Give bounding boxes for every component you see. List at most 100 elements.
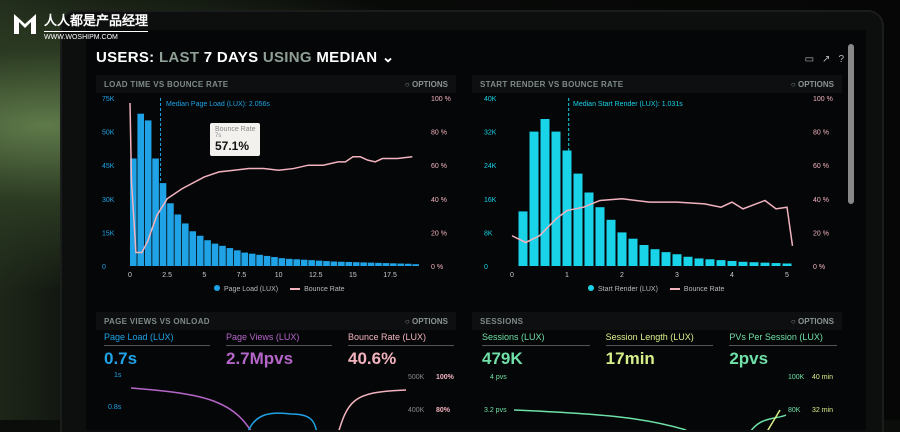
x-tick: 0 — [510, 272, 514, 279]
histogram-bar — [412, 264, 419, 266]
panel-title: PAGE VIEWS VS ONLOAD — [104, 316, 210, 326]
panel-title: LOAD TIME VS BOUNCE RATE — [104, 79, 229, 89]
histogram-bar — [219, 245, 226, 266]
x-tick: 2.5 — [162, 272, 172, 279]
histogram-bar — [144, 120, 152, 267]
toolbar: ▭ ↗ ? — [805, 54, 844, 65]
histogram-bar — [293, 259, 301, 266]
histogram-bar — [738, 261, 748, 266]
watermark-logo: 人人都是产品经理 WWW.WOSHIPM.COM — [12, 10, 149, 41]
bounce-rate-curve — [338, 389, 407, 430]
histogram-bar — [174, 214, 182, 266]
tick-label: 40 min — [812, 374, 834, 381]
histogram-bar — [672, 254, 682, 266]
bounce-rate-line — [129, 103, 413, 254]
y-tick-right: 40 % — [813, 197, 829, 204]
dashboard-title[interactable]: USERS: LAST 7 DAYS USING MEDIAN ⌄ — [96, 48, 395, 66]
y-tick-right: 80 % — [813, 130, 829, 137]
options-button[interactable]: ○ OPTIONS — [790, 79, 834, 89]
histogram-bar — [308, 260, 315, 266]
panel-title: SESSIONS — [480, 316, 524, 326]
y-tick-right: 0 % — [431, 264, 443, 271]
panel-header-render: START RENDER VS BOUNCE RATE ○ OPTIONS — [472, 75, 842, 93]
histogram-bar — [278, 258, 286, 266]
share-icon[interactable]: ↗ — [822, 54, 831, 65]
y-tick-left: 0 — [102, 264, 106, 271]
histogram-bar — [204, 240, 211, 266]
monitor-icon[interactable]: ▭ — [804, 54, 815, 65]
tick-label: 80K — [788, 407, 801, 414]
stat-label: Page Views (LUX) — [226, 332, 300, 342]
histogram-bar — [694, 258, 704, 266]
histogram-bar — [727, 260, 737, 266]
y-tick-right: 100 % — [813, 96, 833, 103]
tooltip: Bounce Rate 7s 57.1% — [210, 123, 261, 156]
x-tick: 4 — [730, 272, 734, 279]
histogram-bar — [271, 257, 278, 266]
scrollbar[interactable] — [848, 44, 854, 204]
options-button[interactable]: ○ OPTIONS — [404, 316, 448, 326]
options-button[interactable]: ○ OPTIONS — [404, 79, 448, 89]
histogram-bar — [397, 263, 405, 266]
legend-label: Start Render (LUX) — [598, 286, 658, 293]
x-tick: 12.5 — [309, 272, 323, 279]
y-tick-left: 30K — [102, 197, 115, 204]
x-tick: 2 — [620, 272, 624, 279]
y-tick-left: 75K — [102, 96, 115, 103]
histogram-bar — [196, 235, 204, 266]
tick-label: 400K — [408, 407, 425, 414]
stat-value: 40.6% — [348, 349, 397, 368]
histogram-bar — [226, 248, 234, 266]
histogram-bar — [323, 261, 330, 266]
chevron-down-icon[interactable]: ⌄ — [381, 49, 395, 66]
tooltip-x: 7s — [215, 133, 222, 139]
options-button[interactable]: ○ OPTIONS — [790, 316, 834, 326]
stat-label: Sessions (LUX) — [482, 332, 545, 342]
histogram-bar — [760, 262, 770, 266]
histogram-bar — [300, 259, 308, 266]
pvs-curve — [750, 414, 787, 430]
histogram-bar — [167, 203, 174, 266]
tick-label: 0.8s — [108, 404, 122, 411]
tick-label: 1s — [114, 372, 122, 379]
y-tick-right: 20 % — [813, 230, 829, 237]
x-tick: 3 — [675, 272, 679, 279]
tick-label: 3.2 pvs — [484, 407, 507, 414]
x-tick: 5 — [785, 272, 789, 279]
stat-label: PVs Per Session (LUX) — [729, 332, 823, 342]
median-label: Median Page Load (LUX): 2.056s — [166, 101, 270, 108]
histogram-bar — [749, 262, 759, 266]
stat-page-views: Page Views (LUX) 2.7Mpvs — [226, 332, 332, 369]
y-tick-right: 60 % — [813, 163, 829, 170]
legend-label: Bounce Rate — [304, 285, 345, 293]
bounce-rate-line — [511, 198, 794, 246]
legend-bars: Start Render (LUX) — [588, 285, 658, 293]
histogram-bar — [595, 207, 605, 266]
histogram-bar — [189, 231, 197, 266]
stat-sessions: Sessions (LUX) 479K — [482, 332, 590, 369]
logo-icon — [14, 14, 36, 34]
histogram-bar — [661, 252, 671, 266]
y-tick-right: 40 % — [431, 197, 447, 204]
watermark-url: WWW.WOSHIPM.COM — [44, 34, 118, 41]
pv-stats: Page Load (LUX) 0.7s Page Views (LUX) 2.7M… — [104, 332, 454, 369]
title-using: USING — [262, 49, 312, 66]
y-tick-left: 0 — [484, 264, 488, 271]
tooltip-value: 57.1% — [215, 139, 250, 153]
histogram-bar — [248, 253, 256, 266]
y-tick-left: 15K — [102, 230, 115, 237]
stat-pvs-per-session: PVs Per Session (LUX) 2pvs — [729, 332, 838, 369]
tick-label: 100% — [436, 374, 454, 381]
histogram-bar — [518, 211, 528, 266]
help-icon[interactable]: ? — [838, 54, 844, 65]
histogram-bar — [551, 131, 561, 266]
stat-session-length: Session Length (LUX) 17min — [605, 332, 714, 369]
stat-label: Session Length (LUX) — [605, 332, 694, 342]
y-tick-left: 16K — [484, 197, 497, 204]
y-tick-right: 100 % — [431, 96, 451, 103]
legend-line: Bounce Rate — [669, 286, 724, 293]
histogram-bar — [562, 150, 572, 266]
tick-label: 100K — [788, 374, 805, 381]
histogram-bar — [338, 261, 345, 266]
y-tick-left: 45K — [102, 163, 115, 170]
